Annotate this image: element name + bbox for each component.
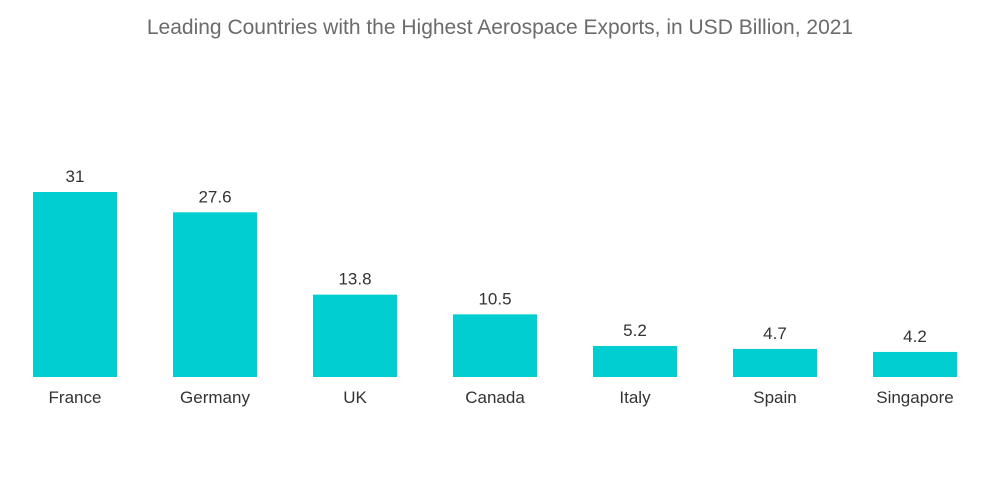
bar-canada [453,314,537,377]
bar-spain [733,348,817,377]
value-label-singapore: 4.2 [903,327,927,346]
value-label-germany: 27.6 [198,187,231,206]
bar-germany [173,212,257,377]
x-tick-label-germany: Germany [180,388,250,407]
value-label-france: 31 [66,167,85,186]
bars-layer [33,192,957,377]
x-axis-tick-labels: France Germany UK Canada Italy Spain Singapore [49,388,954,407]
value-label-canada: 10.5 [478,289,511,308]
x-tick-label-italy: Italy [619,388,651,407]
bar-france [33,192,117,377]
x-tick-label-canada: Canada [465,388,525,407]
value-label-uk: 13.8 [338,270,371,289]
bar-italy [593,345,677,377]
x-tick-label-france: France [49,388,102,407]
value-label-spain: 4.7 [763,324,787,343]
value-label-italy: 5.2 [623,321,647,340]
bar-singapore [873,351,957,377]
x-tick-label-spain: Spain [753,388,796,407]
chart-title: Leading Countries with the Highest Aeros… [146,16,854,39]
x-tick-label-uk: UK [343,388,367,407]
x-tick-label-singapore: Singapore [876,388,954,407]
value-labels-layer: 31 27.6 13.8 10.5 5.2 4.7 4.2 [66,167,927,346]
bar-uk [313,294,397,377]
